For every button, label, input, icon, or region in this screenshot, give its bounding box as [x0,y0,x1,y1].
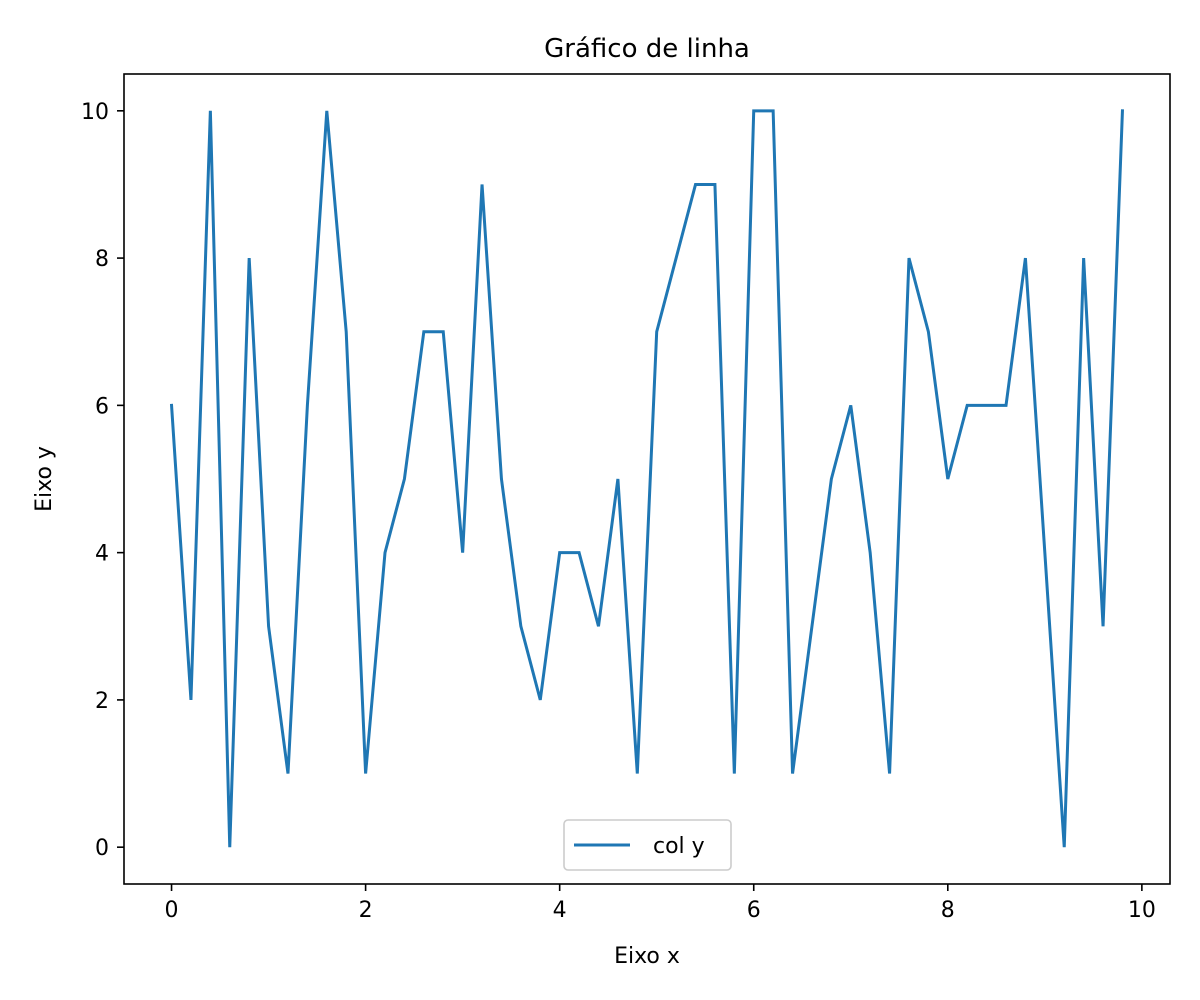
plot-frame [123,73,1171,885]
y-axis: 0 2 4 6 8 10 [81,100,124,861]
series-layer [169,109,1125,848]
plot-area [124,74,1170,884]
x-axis: 0 2 4 6 8 10 [165,884,1156,923]
y-tick-label: 10 [81,100,109,125]
x-tick-label: 0 [165,898,179,923]
y-tick-label: 6 [95,394,109,419]
x-tick-label: 4 [553,898,567,923]
y-tick-label: 8 [95,247,109,272]
legend-box [563,819,732,871]
series-line-col-y [169,109,1125,848]
x-tick-label: 6 [747,898,761,923]
y-tick-label: 2 [95,689,109,714]
legend-label-col-y: col y [653,834,705,859]
y-tick-label: 4 [95,542,109,567]
y-axis-label: Eixo y [32,446,57,512]
legend: col y [563,819,732,871]
chart-title: Gráfico de linha [544,34,750,64]
x-tick-label: 10 [1128,898,1156,923]
y-tick-label: 0 [95,836,109,861]
x-axis-label: Eixo x [614,944,680,969]
x-tick-label: 8 [941,898,955,923]
x-tick-label: 2 [359,898,373,923]
